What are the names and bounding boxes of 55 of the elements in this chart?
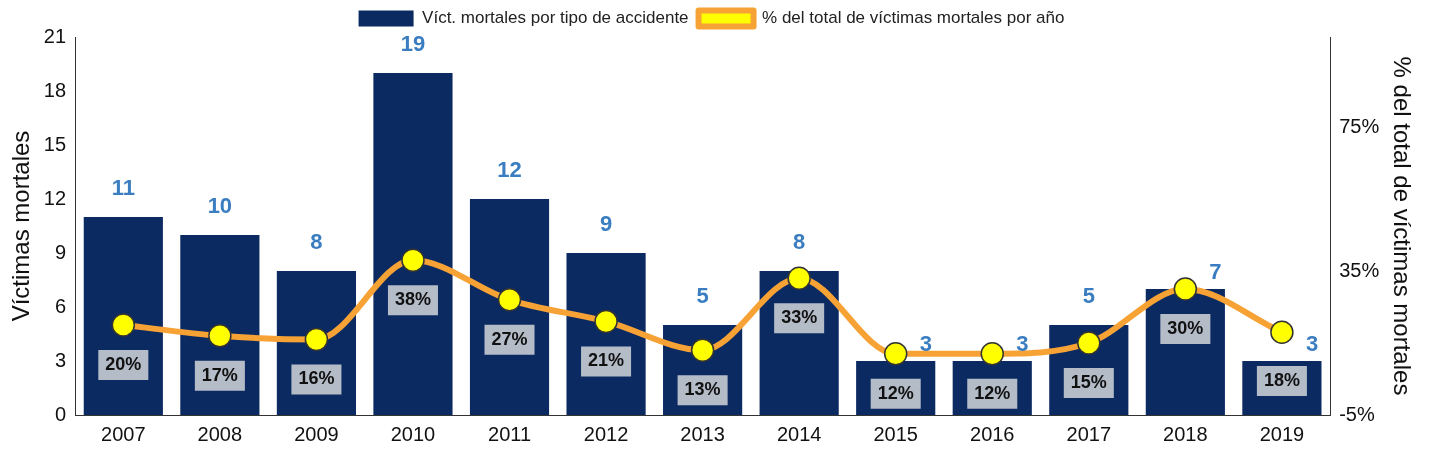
data-label: 38% [394,289,431,310]
x-tick-label: 2008 [197,422,243,445]
data-label: 30% [1167,317,1204,338]
data-label: 21% [588,350,625,371]
x-tick-label: 2010 [390,422,436,445]
x-tick-label: 2016 [970,422,1015,445]
y-tick-label: 15 [43,132,67,155]
legend-label: Víct. mortales por tipo de accidente [422,8,689,28]
data-label: 12% [974,382,1011,403]
y-tick-label: 0 [54,402,67,425]
y2-tick-label: 75% [1339,114,1380,137]
bar [373,73,453,415]
x-tick-label: 2013 [680,422,725,445]
x-tick-label: 2015 [873,422,918,445]
data-label: 5 [696,283,709,309]
data-label: 3 [1016,331,1029,357]
legend-label: % del total de víctimas mortales por año [762,8,1065,28]
x-tick-label: 2009 [294,422,339,445]
x-tick-label: 2011 [488,422,532,445]
data-label: 7 [1209,259,1222,285]
data-label: 3 [1305,331,1319,357]
y-tick-label: 18 [43,78,67,101]
data-label: 5 [1082,283,1095,309]
x-tick-label: 2007 [101,422,146,445]
data-label: 10 [207,193,233,219]
data-label: 13% [684,379,721,400]
data-label: 12 [497,157,522,183]
y-tick-label: 3 [54,348,67,371]
y-tick-label: 6 [54,294,67,317]
data-label: 17% [201,364,238,385]
x-tick-label: 2014 [776,422,822,445]
data-label: 20% [105,353,142,374]
y-tick-label: 9 [54,240,67,263]
data-label: 27% [491,328,528,349]
y2-tick-label: 35% [1339,258,1380,281]
x-tick-label: 2018 [1163,422,1208,445]
data-label: 8 [793,229,806,255]
data-label: 15% [1070,371,1107,392]
y-tick-label: 12 [43,186,67,209]
data-label: 8 [310,229,323,255]
y-tick-label: 21 [43,24,67,47]
data-label: 19 [400,31,426,57]
x-tick-label: 2017 [1066,422,1112,445]
data-label: 3 [919,331,932,357]
data-label: 11 [111,175,135,201]
x-tick-label: 2019 [1259,422,1305,445]
x-tick-label: 2012 [583,422,629,445]
y2-tick-label: -5% [1339,402,1375,425]
data-label: 16% [298,368,335,389]
data-label: 33% [781,307,818,328]
data-label: 12% [877,382,914,403]
data-label: 18% [1263,369,1300,390]
data-label: 9 [599,211,613,237]
y-axis-title: Víctimas mortales [7,130,35,322]
y2-axis-title: % del total de víctimas mortales [1388,56,1416,396]
